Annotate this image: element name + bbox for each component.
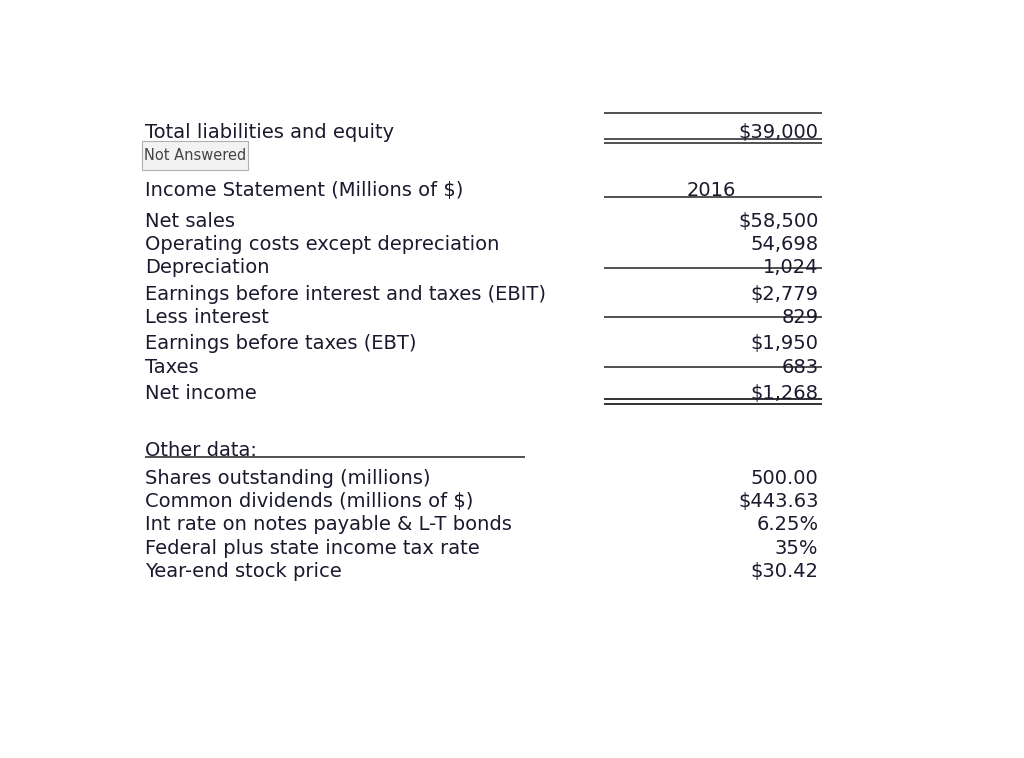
Text: $58,500: $58,500 [738,211,818,230]
Text: 2016: 2016 [687,181,736,200]
Text: $443.63: $443.63 [738,492,818,511]
Text: 500.00: 500.00 [751,468,818,487]
Text: $1,950: $1,950 [751,334,818,353]
Text: $2,779: $2,779 [751,285,818,304]
FancyBboxPatch shape [142,141,248,171]
Text: Less interest: Less interest [145,308,269,327]
Text: Income Statement (Millions of $): Income Statement (Millions of $) [145,181,464,200]
Text: 829: 829 [781,308,818,327]
Text: Federal plus state income tax rate: Federal plus state income tax rate [145,539,480,558]
Text: Net income: Net income [145,384,257,403]
Text: Shares outstanding (millions): Shares outstanding (millions) [145,468,431,487]
Text: $1,268: $1,268 [751,384,818,403]
Text: Int rate on notes payable & L-T bonds: Int rate on notes payable & L-T bonds [145,515,512,534]
Text: 35%: 35% [775,539,818,558]
Text: 1,024: 1,024 [763,258,818,277]
Text: Depreciation: Depreciation [145,258,270,277]
Text: Other data:: Other data: [145,441,257,460]
Text: Not Answered: Not Answered [144,149,246,163]
Text: 6.25%: 6.25% [757,515,818,534]
Text: $30.42: $30.42 [751,562,818,581]
Text: $39,000: $39,000 [738,123,818,142]
Text: Year-end stock price: Year-end stock price [145,562,342,581]
Text: Earnings before taxes (EBT): Earnings before taxes (EBT) [145,334,417,353]
Text: 683: 683 [781,358,818,377]
Text: Taxes: Taxes [145,358,199,377]
Text: Net sales: Net sales [145,211,236,230]
Text: Total liabilities and equity: Total liabilities and equity [145,123,394,142]
Text: Common dividends (millions of $): Common dividends (millions of $) [145,492,474,511]
Text: Operating costs except depreciation: Operating costs except depreciation [145,235,500,254]
Text: 54,698: 54,698 [751,235,818,254]
Text: Earnings before interest and taxes (EBIT): Earnings before interest and taxes (EBIT… [145,285,547,304]
